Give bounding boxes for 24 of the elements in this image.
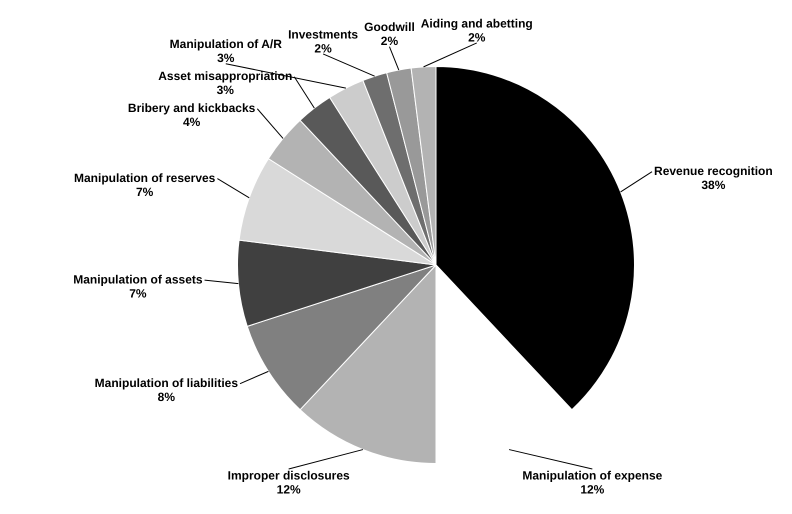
slice-label: Manipulation of assets xyxy=(73,272,203,286)
data-label: 4% xyxy=(182,115,201,130)
slice-label: Bribery and kickbacks xyxy=(128,101,256,116)
data-label: 2% xyxy=(468,30,486,44)
data-label: 12% xyxy=(276,482,301,496)
data-label: 2% xyxy=(314,41,332,56)
data-label: 12% xyxy=(580,482,605,496)
data-label: 38% xyxy=(701,178,726,192)
data-label: 3% xyxy=(216,83,234,98)
slice-label: Asset misappropriation xyxy=(158,69,292,84)
data-label: 8% xyxy=(158,390,176,404)
data-label: 7% xyxy=(129,286,147,300)
data-label: 2% xyxy=(380,34,398,48)
slice-label: Manipulation of liabilities xyxy=(94,376,238,390)
slice-label: Manipulation of reserves xyxy=(74,170,216,185)
slice-label: Manipulation of A/R xyxy=(170,37,282,52)
slice-label: Goodwill xyxy=(364,20,415,34)
data-label: 7% xyxy=(136,184,154,199)
slice-label: Aiding and abetting xyxy=(420,16,533,30)
data-label: 3% xyxy=(217,51,235,66)
slice-label: Improper disclosures xyxy=(228,468,350,482)
slice-label: Revenue recognition xyxy=(654,164,773,178)
slice-label: Investments xyxy=(288,27,358,42)
slice-label: Manipulation of expense xyxy=(522,468,663,482)
